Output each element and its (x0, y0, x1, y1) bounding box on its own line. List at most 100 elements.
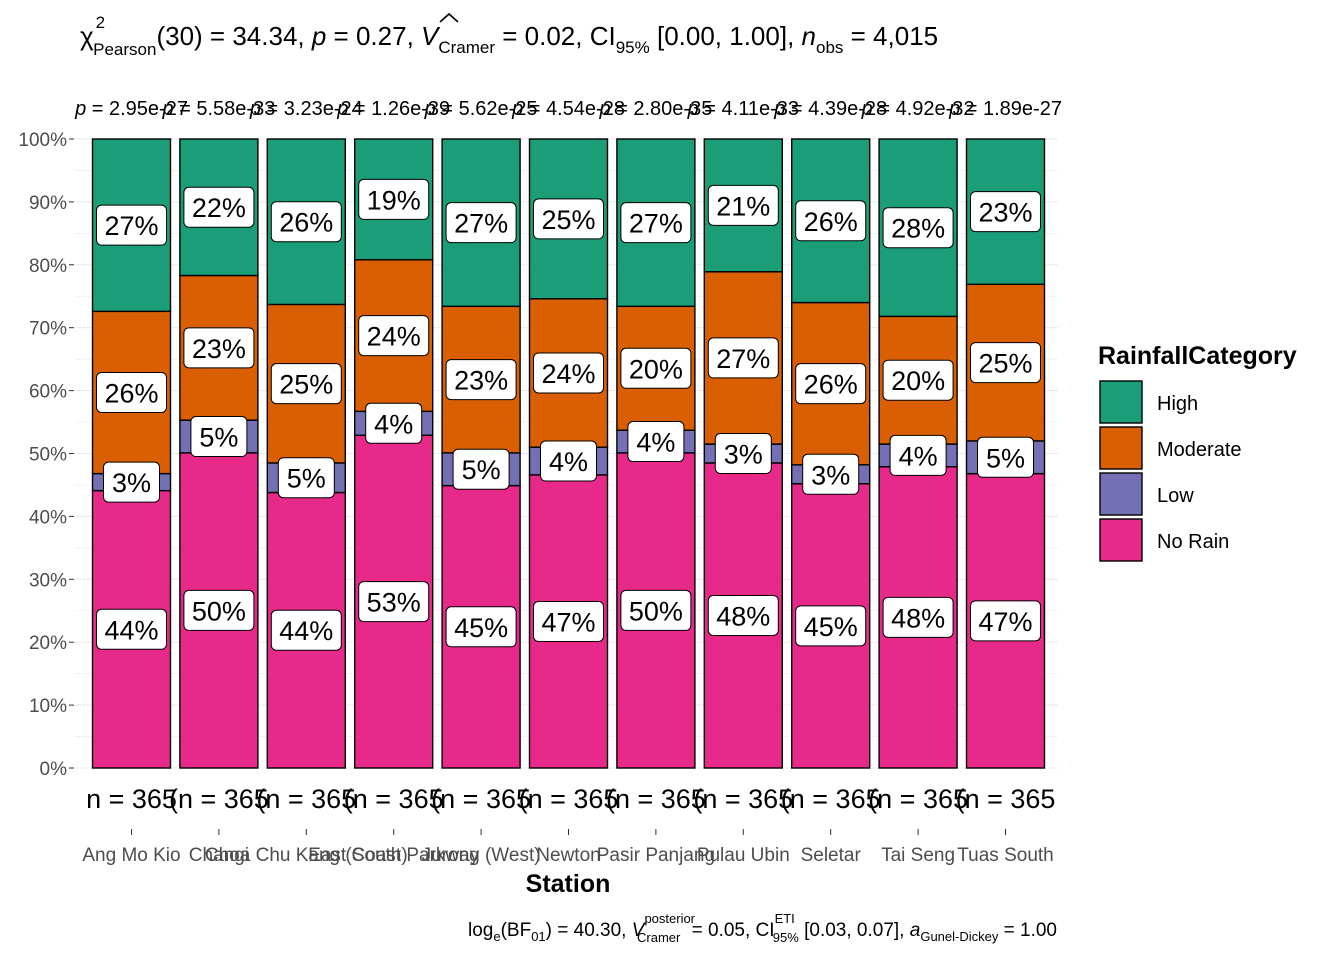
percent-label-text: 4% (549, 447, 588, 477)
percent-label-text: 44% (279, 616, 333, 646)
p-value-label: p = 3.23e-24 (249, 98, 363, 120)
percent-label-box (620, 347, 692, 389)
subtitle-stat-sup: 2 (96, 13, 105, 32)
legend-item-no-rain: No Rain (1099, 518, 1229, 562)
percent-label-text: 27% (104, 211, 158, 241)
p-value: = 5.62e-25 (436, 98, 538, 120)
percent-label: 25% (533, 198, 604, 240)
percent-label: 5% (977, 436, 1034, 478)
percent-label-text: 23% (454, 366, 508, 396)
legend-title: RainfallCategory (1098, 342, 1297, 370)
n-labels: n = 365(n = 365(n = 365(n = 365(n = 365(… (86, 784, 1055, 814)
percent-label-text: 21% (716, 191, 770, 221)
subtitle-effect-symbol: V (421, 21, 441, 51)
caption-bf-value: ) = 40.30, (546, 920, 632, 941)
legend-label: Moderate (1157, 439, 1242, 461)
x-tick-label: Jurong (West) (422, 845, 541, 866)
percent-label: 45% (795, 605, 867, 647)
percent-label: 44% (96, 608, 167, 650)
p-value-label: p = 4.39e-28 (773, 98, 887, 120)
percent-label: 5% (452, 448, 510, 490)
percent-label-text: 5% (199, 423, 238, 453)
percent-label-text: 48% (716, 601, 770, 631)
y-tick-label: 20% (29, 633, 67, 654)
legend-label: No Rain (1157, 531, 1229, 553)
percent-label-box (977, 436, 1034, 478)
caption-v-symbol: V (632, 920, 647, 941)
p-symbol: p (74, 98, 86, 120)
percent-label: 48% (882, 596, 954, 638)
percent-label: 50% (620, 589, 692, 631)
n-label: (n = 365 (868, 784, 968, 814)
percent-label: 26% (270, 201, 342, 243)
n-label: (n = 365 (956, 784, 1056, 814)
p-value: = 4.11e-33 (699, 98, 799, 120)
percent-label: 26% (795, 363, 867, 405)
p-value: = 2.80e-35 (611, 98, 713, 120)
percent-label-box (96, 371, 167, 413)
percent-label-box (190, 416, 248, 458)
percent-label-box (707, 594, 779, 636)
p-symbol: p (424, 98, 436, 120)
percent-label-text: 26% (804, 207, 858, 237)
percent-label-box (627, 421, 685, 463)
percent-label-box (270, 609, 342, 651)
caption-v-sub: Cramer (637, 930, 681, 945)
percent-label-text: 28% (891, 214, 945, 244)
x-tick-label: Pasir Panjang (597, 845, 715, 866)
caption-a-symbol: a (910, 920, 921, 941)
percent-label-text: 19% (367, 185, 421, 215)
percent-label-box (620, 202, 692, 244)
legend-swatch (1099, 426, 1143, 470)
percent-label-box (795, 200, 867, 242)
subtitle-df: (30) (156, 21, 202, 51)
subtitle-stat-value: = 34.34, (203, 21, 312, 51)
percent-label-box (970, 600, 1041, 642)
x-tick-label: Pulau Ubin (697, 845, 790, 866)
percent-label: 27% (707, 337, 779, 379)
legend-swatch (1099, 472, 1143, 516)
percent-label-box (795, 363, 867, 405)
n-label: (n = 365 (781, 784, 881, 814)
p-symbol: p (687, 98, 699, 120)
p-value-label: p = 5.62e-25 (424, 98, 538, 120)
percent-label-text: 26% (279, 208, 333, 238)
p-value-label: p = 4.54e-28 (511, 98, 625, 120)
percent-label: 3% (103, 461, 160, 503)
percent-label-text: 45% (804, 612, 858, 642)
subtitle-p-value: = 0.27, (326, 21, 421, 51)
percent-label: 45% (445, 606, 517, 648)
percent-label-text: 5% (462, 455, 501, 485)
y-axis: 0% 10% 20% 30% 40% 50% 60% 70% 80% 90% 100% (18, 130, 74, 780)
percent-label-box (714, 433, 772, 474)
caption-v-sup: posterior (644, 911, 695, 926)
percent-label-box (882, 207, 954, 249)
percent-label-text: 3% (112, 468, 151, 498)
x-axis-title: Station (526, 870, 611, 898)
percent-label-text: 26% (804, 370, 858, 400)
percent-label: 20% (620, 347, 692, 389)
p-symbol: p (948, 98, 960, 120)
percent-label-box (452, 448, 510, 490)
p-symbol: p (511, 98, 523, 120)
percent-label-box (889, 434, 947, 476)
percent-label-box (358, 178, 430, 220)
subtitle-hat-mark (439, 12, 459, 23)
percent-label: 3% (802, 453, 860, 495)
percent-label-text: 3% (811, 460, 850, 490)
percent-label-text: 4% (899, 441, 938, 471)
caption-bf-sub: 01 (531, 929, 545, 944)
percent-label-box (620, 589, 692, 631)
y-tick-label: 0% (40, 759, 68, 780)
p-symbol: p (773, 98, 785, 120)
n-label: (n = 365 (693, 784, 793, 814)
caption-ci-value: [0.03, 0.07], (799, 920, 910, 941)
subtitle-stat-sub: Pearson (93, 40, 156, 59)
percent-label-box (445, 606, 517, 648)
x-tick-label: Ang Mo Kio (82, 845, 180, 866)
percent-label: 4% (540, 440, 597, 482)
p-value-label: p = 5.58e-33 (161, 98, 275, 120)
percent-label: 23% (183, 327, 255, 369)
p-symbol: p (249, 98, 261, 120)
